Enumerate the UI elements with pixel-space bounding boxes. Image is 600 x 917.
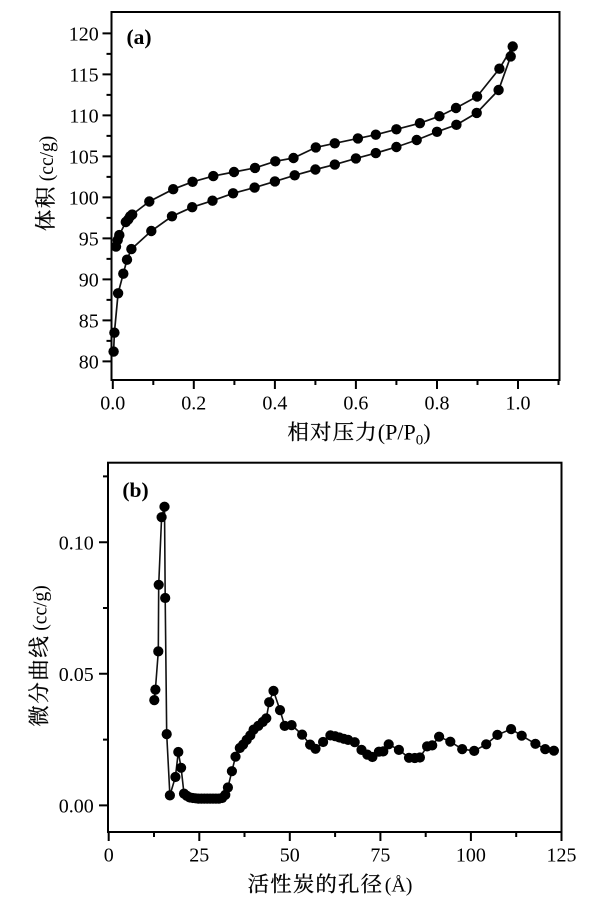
svg-text:0.6: 0.6 <box>343 393 368 415</box>
svg-text:): ) <box>423 420 430 445</box>
svg-text:25: 25 <box>189 845 209 867</box>
svg-text:75: 75 <box>370 845 390 867</box>
svg-text:100: 100 <box>69 188 99 210</box>
svg-text:0.00: 0.00 <box>59 796 94 818</box>
svg-text:125: 125 <box>547 845 577 867</box>
svg-text:105: 105 <box>69 147 99 169</box>
svg-text:1.0: 1.0 <box>506 393 531 415</box>
svg-text:95: 95 <box>79 229 99 251</box>
svg-text:50: 50 <box>280 845 300 867</box>
svg-text:0: 0 <box>104 845 114 867</box>
svg-text:85: 85 <box>79 311 99 333</box>
svg-text:0.0: 0.0 <box>100 393 125 415</box>
svg-text:0.4: 0.4 <box>262 393 287 415</box>
svg-text:120: 120 <box>69 24 99 46</box>
svg-text:110: 110 <box>69 106 98 128</box>
svg-text:0.2: 0.2 <box>181 393 206 415</box>
svg-text:(P/P: (P/P <box>378 420 416 445</box>
svg-text:0: 0 <box>416 433 424 449</box>
svg-text:90: 90 <box>79 270 99 292</box>
svg-text:(Å): (Å) <box>385 875 413 897</box>
svg-text:(b): (b) <box>122 478 148 502</box>
svg-text:(cc/g): (cc/g) <box>31 585 52 630</box>
svg-text:0.05: 0.05 <box>59 664 94 686</box>
svg-text:0.10: 0.10 <box>59 532 94 554</box>
svg-text:(a): (a) <box>126 25 151 49</box>
svg-text:100: 100 <box>456 845 486 867</box>
svg-text:115: 115 <box>69 65 98 87</box>
svg-text:80: 80 <box>79 352 99 374</box>
svg-text:0.8: 0.8 <box>425 393 450 415</box>
svg-text:(cc/g): (cc/g) <box>37 136 58 181</box>
